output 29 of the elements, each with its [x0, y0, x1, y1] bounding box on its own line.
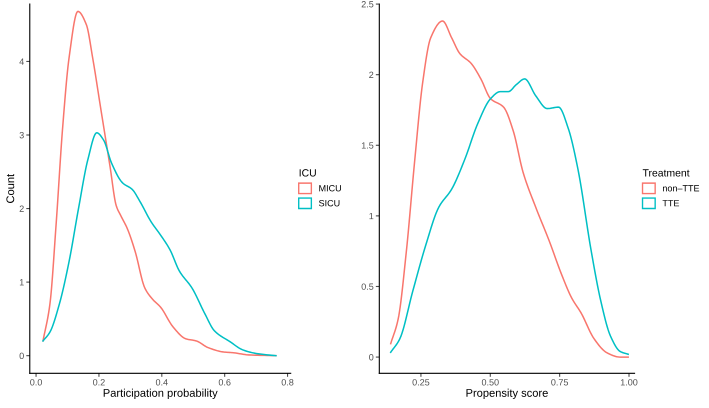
y-tick-label: 1.5 — [362, 142, 374, 149]
x-axis-title: Participation probability — [104, 388, 218, 400]
y-tick-label: 1 — [20, 279, 24, 286]
legend-label: SICU — [318, 200, 340, 206]
y-tick-label: 2 — [20, 206, 24, 212]
legend-label: non‒TTE — [662, 185, 700, 192]
y-tick-label: 0 — [20, 352, 24, 360]
y-tick-label: 2 — [369, 72, 374, 78]
y-tick-label: 2.5 — [362, 1, 374, 8]
legend-label: TTE — [662, 200, 680, 206]
y-tick-label: 0 — [369, 354, 374, 360]
x-tick-label: 0.25 — [412, 379, 430, 386]
x-axis-title: Propensity score — [466, 388, 548, 400]
x-tick-label: 0.0 — [30, 379, 42, 386]
y-tick-label: 0.5 — [362, 283, 374, 290]
x-tick-label: 0.6 — [218, 379, 231, 386]
x-tick-label: 0.8 — [282, 379, 294, 386]
legend-label: MICU — [319, 185, 341, 192]
legend-title: Treatment — [642, 169, 690, 177]
x-tick-label: 0.50 — [482, 379, 499, 386]
x-tick-label: 0.4 — [156, 379, 168, 386]
x-tick-label: 1.00 — [620, 379, 638, 386]
x-tick-label: 0.75 — [551, 379, 568, 386]
legend-title: ICU — [300, 169, 316, 177]
y-tick-label: 4 — [19, 58, 24, 65]
y-axis-title: Count — [6, 174, 14, 203]
x-tick-label: 0.2 — [93, 379, 105, 386]
y-tick-label: 3 — [20, 132, 24, 138]
y-tick-label: 1 — [369, 212, 374, 220]
